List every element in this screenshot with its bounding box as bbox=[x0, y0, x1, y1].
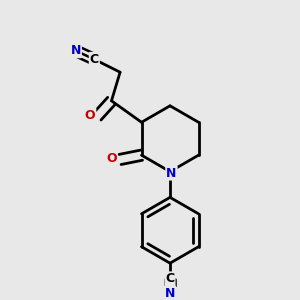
Text: N: N bbox=[166, 167, 177, 180]
Text: O: O bbox=[106, 152, 117, 164]
Text: O: O bbox=[85, 109, 95, 122]
Text: C: C bbox=[166, 272, 175, 285]
Text: N: N bbox=[70, 44, 81, 57]
Text: C: C bbox=[90, 53, 99, 66]
Text: N: N bbox=[165, 287, 175, 300]
